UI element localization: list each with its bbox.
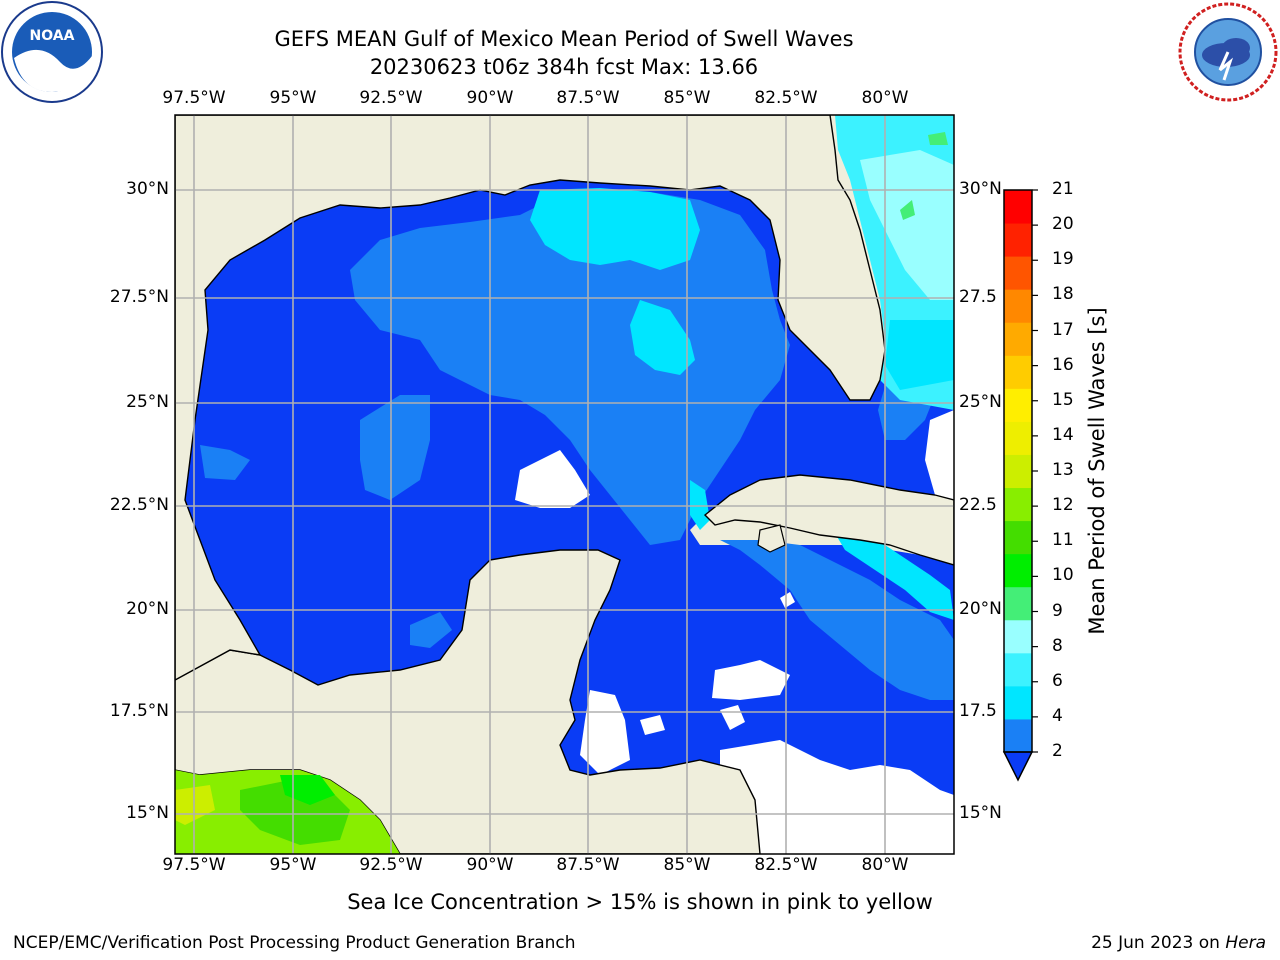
lon-label-top: 80°W xyxy=(861,88,909,108)
lat-label-right: 27.5 xyxy=(959,287,997,307)
lon-label-bottom: 87.5°W xyxy=(556,855,620,875)
cuba-land xyxy=(703,474,954,566)
ice-note-text: Sea Ice Concentration > 15% is shown in … xyxy=(347,890,933,914)
lon-label-top: 82.5°W xyxy=(754,88,818,108)
colorbar-tick-label: 8 xyxy=(1052,635,1063,656)
lon-label-top: 92.5°W xyxy=(359,88,423,108)
lon-label-top: 87.5°W xyxy=(556,88,620,108)
lat-label-right: 15°N xyxy=(959,803,1002,823)
colorbar-bin xyxy=(1004,718,1032,753)
colorbar-bin xyxy=(1004,190,1032,224)
lat-label-right: 20°N xyxy=(959,599,1002,619)
lat-label-right: 30°N xyxy=(959,179,1002,199)
lat-label-left: 22.5°N xyxy=(109,495,169,515)
lat-label-left: 17.5°N xyxy=(109,701,169,721)
lon-label-bottom: 95°W xyxy=(269,855,317,875)
footer-date: 25 Jun 2023 on Hera xyxy=(1091,933,1266,953)
lat-label-right: 22.5 xyxy=(959,495,997,515)
colorbar-bin xyxy=(1004,421,1032,455)
svg-text:NOAA: NOAA xyxy=(30,28,75,44)
lat-label-right: 25°N xyxy=(959,392,1002,412)
colorbar-tick-label: 15 xyxy=(1052,389,1074,410)
colorbar-bin xyxy=(1004,388,1032,422)
footer-credit: NCEP/EMC/Verification Post Processing Pr… xyxy=(13,933,576,953)
colorbar-tick-label: 18 xyxy=(1052,284,1074,305)
footer-machine: Hera xyxy=(1225,933,1266,953)
lon-label-bottom: 97.5°W xyxy=(162,855,226,875)
colorbar-bin xyxy=(1004,223,1032,257)
lon-label-bottom: 85°W xyxy=(663,855,711,875)
lat-label-left: 30°N xyxy=(126,179,169,199)
colorbar-extend-min xyxy=(1002,751,1034,782)
no-data-area xyxy=(515,450,590,508)
chart-title: GEFS MEAN Gulf of Mexico Mean Period of … xyxy=(274,27,854,51)
gulf-swell-field-mid xyxy=(350,190,790,545)
lat-label-left: 15°N xyxy=(126,803,169,823)
colorbar-bin xyxy=(1004,520,1032,555)
nws-logo xyxy=(1178,2,1278,102)
colorbar-tick-label: 19 xyxy=(1052,249,1074,270)
colorbar-bin xyxy=(1004,619,1032,654)
lon-label-top: 85°W xyxy=(663,88,711,108)
colorbar-tick-label: 20 xyxy=(1052,214,1074,235)
colorbar-label: Mean Period of Swell Waves [s] xyxy=(1085,307,1109,635)
colorbar-bin xyxy=(1004,586,1032,621)
map-frame xyxy=(174,114,955,855)
colorbar-tick-label: 10 xyxy=(1052,565,1074,586)
colorbar-bin xyxy=(1004,685,1032,720)
colorbar-tick-label: 12 xyxy=(1052,495,1074,516)
chart-subtitle: 20230623 t06z 384h fcst Max: 13.66 xyxy=(369,55,759,79)
lon-label-bottom: 90°W xyxy=(466,855,514,875)
colorbar-tick-label: 14 xyxy=(1052,424,1074,445)
colorbar-tick-label: 17 xyxy=(1052,319,1074,340)
lat-label-left: 20°N xyxy=(126,599,169,619)
lon-label-bottom: 82.5°W xyxy=(754,855,818,875)
colorbar-bin xyxy=(1004,289,1032,323)
lat-label-left: 25°N xyxy=(126,392,169,412)
colorbar-tick-label: 11 xyxy=(1052,530,1074,551)
graticule xyxy=(175,115,954,854)
colorbar-tick-label: 6 xyxy=(1052,670,1063,691)
colorbar-tick-label: 4 xyxy=(1052,705,1063,726)
colorbar-tick-label: 9 xyxy=(1052,600,1063,621)
colorbar-tick-label: 13 xyxy=(1052,460,1074,480)
colorbar-tick-label: 2 xyxy=(1052,741,1063,761)
lon-label-top: 95°W xyxy=(269,88,317,108)
colorbar-bin xyxy=(1004,652,1032,687)
lat-label-right: 17.5 xyxy=(959,701,997,721)
colorbar-bin xyxy=(1004,355,1032,389)
colorbar-tick-label: 21 xyxy=(1052,179,1074,199)
lon-label-bottom: 92.5°W xyxy=(359,855,423,875)
colorbar-bin xyxy=(1004,553,1032,588)
ice-note: Sea Ice Concentration > 15% is shown in … xyxy=(0,890,1280,914)
colorbar-bin xyxy=(1004,256,1032,290)
lon-label-bottom: 80°W xyxy=(861,855,909,875)
gulf-swell-field-high xyxy=(530,188,700,270)
footer-date-text: 25 Jun 2023 on xyxy=(1091,933,1226,953)
colorbar-bin xyxy=(1004,454,1032,489)
colorbar-tick-label: 16 xyxy=(1052,354,1074,375)
colorbar-bin xyxy=(1004,487,1032,522)
lon-label-top: 97.5°W xyxy=(162,88,226,108)
lat-label-left: 27.5°N xyxy=(109,287,169,307)
colorbar-bin xyxy=(1004,322,1032,356)
colorbar xyxy=(1002,189,1038,782)
noaa-logo: NOAA xyxy=(1,1,103,103)
lon-label-top: 90°W xyxy=(466,88,514,108)
yucatan-land xyxy=(175,549,761,854)
